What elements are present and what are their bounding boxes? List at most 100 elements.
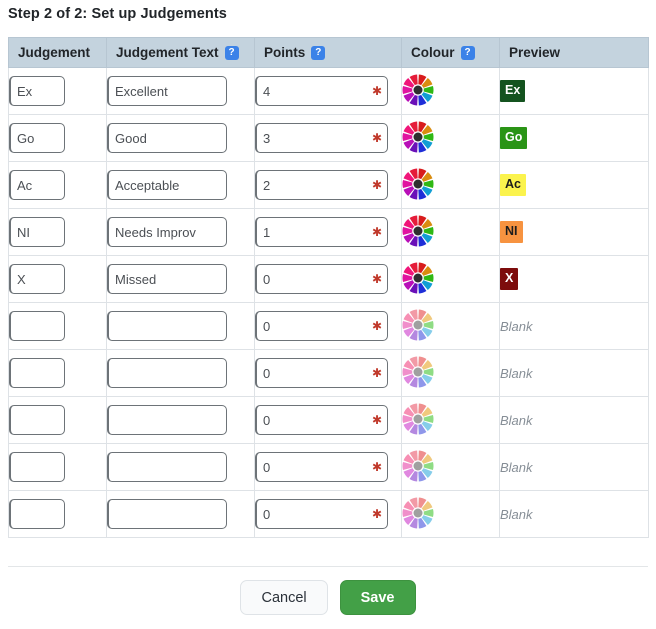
- table-body: ✱Ex✱Go✱Ac✱NI✱X✱Blank✱Blank✱Blank✱Blank✱B…: [8, 67, 649, 538]
- judgement-code-input[interactable]: [9, 311, 65, 341]
- points-input[interactable]: [255, 123, 388, 153]
- cell-judgement-text: [106, 67, 255, 115]
- cell-judgement: [8, 255, 107, 303]
- cell-preview: NI: [499, 208, 649, 256]
- judgement-text-input[interactable]: [107, 499, 227, 529]
- cell-preview: Ac: [499, 161, 649, 209]
- points-field-wrapper: ✱: [255, 452, 388, 482]
- points-input[interactable]: [255, 76, 388, 106]
- colour-wheel-icon[interactable]: [402, 309, 434, 341]
- judgement-code-input[interactable]: [9, 452, 65, 482]
- cell-points: ✱: [254, 349, 402, 397]
- column-header-preview: Preview: [499, 37, 649, 68]
- colour-wheel-icon[interactable]: [402, 215, 434, 247]
- points-input[interactable]: [255, 264, 388, 294]
- points-input[interactable]: [255, 311, 388, 341]
- cell-preview: Blank: [499, 349, 649, 397]
- judgement-text-input[interactable]: [107, 358, 227, 388]
- column-header-label: Judgement Text: [116, 45, 219, 60]
- preview-badge: NI: [500, 221, 523, 243]
- points-input[interactable]: [255, 358, 388, 388]
- colour-wheel-icon[interactable]: [402, 168, 434, 200]
- colour-wheel-icon[interactable]: [402, 403, 434, 435]
- footer-divider: [8, 566, 648, 567]
- help-icon-text[interactable]: ?: [224, 45, 239, 60]
- column-header-inner: Judgement: [18, 45, 106, 60]
- cell-points: ✱: [254, 208, 402, 256]
- column-header-text: Judgement Text?: [106, 37, 255, 68]
- footer-actions: Cancel Save: [0, 580, 656, 615]
- judgement-text-input[interactable]: [107, 264, 227, 294]
- cell-preview: X: [499, 255, 649, 303]
- judgement-code-input[interactable]: [9, 405, 65, 435]
- judgement-text-input[interactable]: [107, 405, 227, 435]
- table-header-row: Judgement Judgement Text? Points? Colour? Pr…: [8, 37, 649, 68]
- points-input[interactable]: [255, 499, 388, 529]
- column-header-label: Points: [264, 45, 306, 60]
- preview-blank-label: Blank: [500, 318, 533, 334]
- judgement-code-input[interactable]: [9, 264, 65, 294]
- preview-blank-label: Blank: [500, 365, 533, 381]
- cell-judgement-text: [106, 161, 255, 209]
- preview-badge: Go: [500, 127, 528, 149]
- judgement-text-input[interactable]: [107, 123, 227, 153]
- judgement-text-input[interactable]: [107, 76, 227, 106]
- judgement-code-input[interactable]: [9, 76, 65, 106]
- column-header-inner: Colour?: [411, 45, 499, 60]
- column-header-points: Points?: [254, 37, 402, 68]
- points-field-wrapper: ✱: [255, 76, 388, 106]
- preview-badge: Ex: [500, 80, 526, 102]
- points-input[interactable]: [255, 405, 388, 435]
- judgement-code-input[interactable]: [9, 217, 65, 247]
- cell-points: ✱: [254, 255, 402, 303]
- table-row: ✱ Go: [8, 114, 649, 162]
- points-field-wrapper: ✱: [255, 405, 388, 435]
- column-header-inner: Judgement Text?: [116, 45, 254, 60]
- save-button[interactable]: Save: [339, 580, 416, 615]
- cell-judgement-text: [106, 443, 255, 491]
- judgement-code-input[interactable]: [9, 358, 65, 388]
- judgement-text-input[interactable]: [107, 217, 227, 247]
- cell-judgement-text: [106, 255, 255, 303]
- judgement-text-input[interactable]: [107, 452, 227, 482]
- judgement-code-input[interactable]: [9, 499, 65, 529]
- preview-blank-label: Blank: [500, 412, 533, 428]
- column-header-inner: Points?: [264, 45, 401, 60]
- points-field-wrapper: ✱: [255, 170, 388, 200]
- cell-points: ✱: [254, 302, 402, 350]
- colour-wheel-icon[interactable]: [402, 450, 434, 482]
- table-row: ✱ Blank: [8, 349, 649, 397]
- cell-points: ✱: [254, 161, 402, 209]
- points-field-wrapper: ✱: [255, 217, 388, 247]
- cell-judgement: [8, 114, 107, 162]
- judgements-table-wrapper: Judgement Judgement Text? Points? Colour? Pr…: [8, 37, 649, 538]
- cell-judgement-text: [106, 114, 255, 162]
- judgement-code-input[interactable]: [9, 170, 65, 200]
- help-icon-points[interactable]: ?: [311, 45, 326, 60]
- colour-wheel-icon[interactable]: [402, 262, 434, 294]
- colour-wheel-icon[interactable]: [402, 121, 434, 153]
- colour-wheel-icon[interactable]: [402, 74, 434, 106]
- cell-judgement: [8, 396, 107, 444]
- colour-wheel-icon[interactable]: [402, 356, 434, 388]
- cell-colour: [401, 490, 500, 538]
- judgements-table: Judgement Judgement Text? Points? Colour? Pr…: [8, 37, 649, 538]
- cell-colour: [401, 396, 500, 444]
- judgement-code-input[interactable]: [9, 123, 65, 153]
- points-input[interactable]: [255, 217, 388, 247]
- cell-judgement-text: [106, 208, 255, 256]
- judgement-text-input[interactable]: [107, 170, 227, 200]
- cell-judgement: [8, 443, 107, 491]
- cancel-button[interactable]: Cancel: [240, 580, 328, 615]
- points-input[interactable]: [255, 170, 388, 200]
- judgement-text-input[interactable]: [107, 311, 227, 341]
- points-input[interactable]: [255, 452, 388, 482]
- cell-preview: Blank: [499, 302, 649, 350]
- column-header-inner: Preview: [509, 45, 648, 60]
- cell-points: ✱: [254, 114, 402, 162]
- cell-colour: [401, 208, 500, 256]
- preview-badge: X: [500, 268, 519, 290]
- colour-wheel-icon[interactable]: [402, 497, 434, 529]
- help-icon-colour[interactable]: ?: [460, 45, 475, 60]
- cell-judgement-text: [106, 490, 255, 538]
